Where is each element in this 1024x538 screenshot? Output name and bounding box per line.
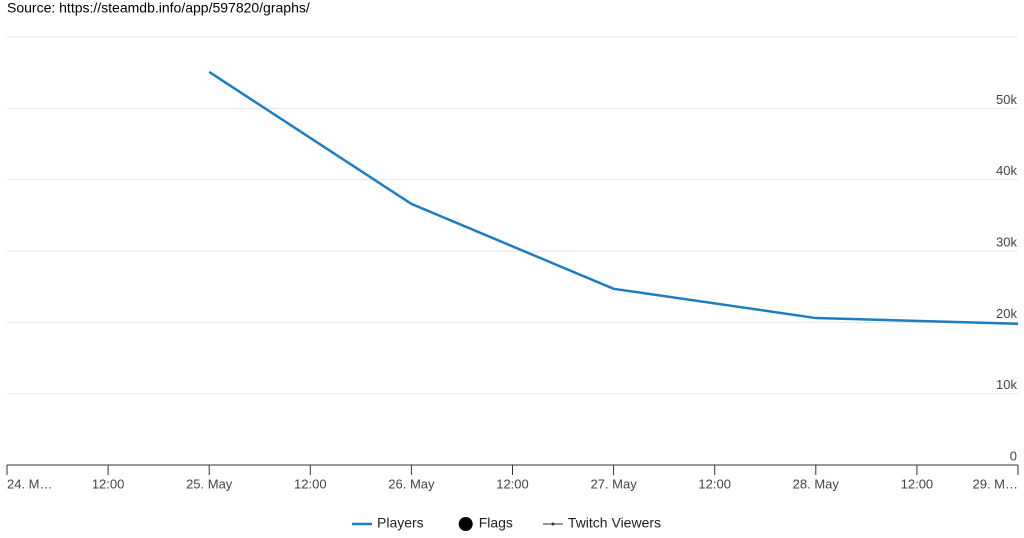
x-tick-label: 12:00 (496, 476, 529, 491)
y-tick-label: 20k (996, 306, 1017, 321)
x-tick-label: 25. May (186, 476, 233, 491)
x-tick-label: 26. May (388, 476, 435, 491)
x-tick-label: 12:00 (901, 476, 934, 491)
y-tick-label: 40k (996, 163, 1017, 178)
legend-marker (458, 517, 473, 531)
x-tick-label: 12:00 (698, 476, 731, 491)
line-series (208, 70, 1019, 326)
legend-label: Flags (479, 515, 513, 531)
y-tick-label: 50k (996, 92, 1017, 107)
legend-label: Twitch Viewers (568, 515, 661, 531)
legend-dot (551, 522, 555, 526)
x-tick-label: 12:00 (294, 476, 327, 491)
x-tick-label: 28. May (793, 476, 840, 491)
y-tick-label: 30k (996, 234, 1017, 249)
y-tick-label: 0 (1010, 448, 1017, 463)
x-tick-label: 27. May (590, 476, 637, 491)
legend-label: Players (377, 515, 424, 531)
x-tick-label: 29. M… (972, 476, 1018, 491)
x-tick-label: 24. M… (7, 476, 53, 491)
source: Source: https://steamdb.info/app/597820/… (7, 0, 310, 16)
x-tick-label: 12:00 (92, 476, 125, 491)
y-tick-label: 10k (996, 377, 1017, 392)
